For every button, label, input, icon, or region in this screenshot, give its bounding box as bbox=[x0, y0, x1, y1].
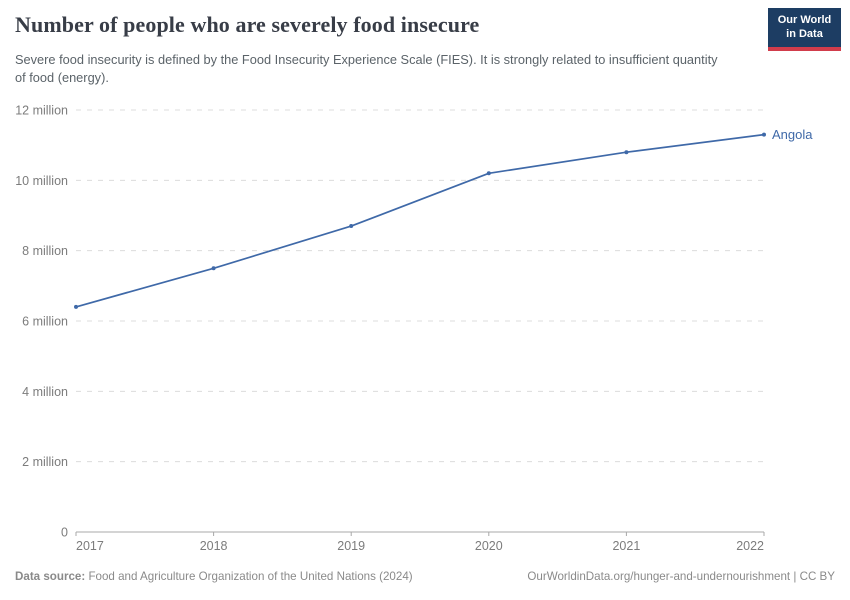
page-title: Number of people who are severely food i… bbox=[15, 12, 480, 37]
chart-subtitle: Severe food insecurity is defined by the… bbox=[15, 52, 718, 86]
x-axis-tick-label: 2017 bbox=[76, 539, 104, 553]
y-axis-tick-label: 2 million bbox=[22, 455, 68, 469]
x-axis-tick-label: 2019 bbox=[337, 539, 365, 553]
data-point[interactable] bbox=[486, 171, 491, 176]
owid-logo: Our World in Data bbox=[768, 8, 841, 51]
attribution-link[interactable]: OurWorldinData.org/hunger-and-undernouri… bbox=[527, 570, 835, 583]
data-point[interactable] bbox=[624, 150, 629, 155]
line-chart-plot-area: 0 2 million 4 million 6 million 8 million 10 … bbox=[15, 104, 813, 554]
data-source-text: Food and Agriculture Organization of the… bbox=[85, 570, 413, 583]
y-axis-tick-label: 10 million bbox=[15, 174, 68, 188]
data-point[interactable] bbox=[211, 266, 216, 271]
y-axis-tick-label: 6 million bbox=[22, 315, 68, 329]
data-point[interactable] bbox=[762, 132, 766, 137]
x-axis-tick-label: 2018 bbox=[200, 539, 228, 553]
data-point[interactable] bbox=[349, 224, 354, 229]
x-axis-tick-label: 2020 bbox=[475, 539, 503, 553]
chart-footer: Data source: Food and Agriculture Organi… bbox=[15, 570, 835, 583]
data-source-label: Data source: bbox=[15, 570, 86, 583]
data-line[interactable] bbox=[75, 133, 765, 308]
data-point[interactable] bbox=[74, 304, 78, 309]
data-source: Data source: Food and Agriculture Organi… bbox=[15, 570, 413, 583]
logo-line2: in Data bbox=[786, 27, 823, 40]
logo-line1: Our World bbox=[777, 14, 832, 26]
y-axis-tick-label: 8 million bbox=[22, 244, 68, 258]
y-axis-tick-label: 0 bbox=[61, 526, 68, 540]
y-axis-tick-label: 4 million bbox=[22, 385, 68, 399]
y-axis-tick-label: 12 million bbox=[15, 104, 68, 118]
x-axis-tick-label: 2021 bbox=[612, 539, 640, 553]
series-label[interactable]: Angola bbox=[772, 127, 813, 142]
x-axis-tick-label: 2022 bbox=[736, 539, 764, 553]
